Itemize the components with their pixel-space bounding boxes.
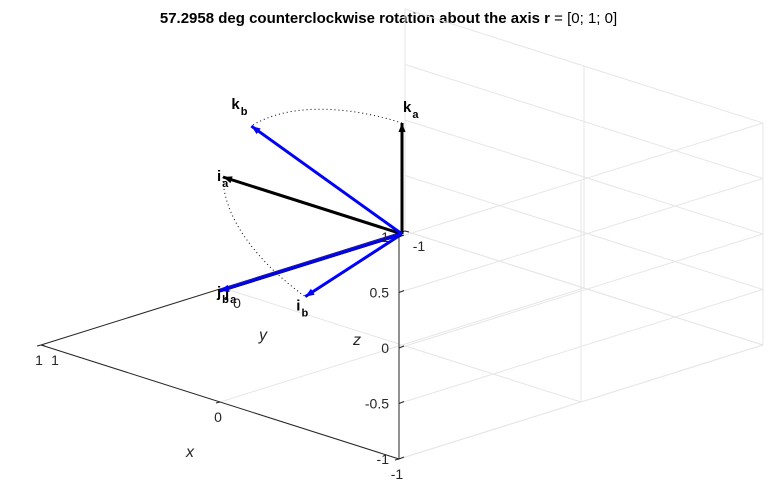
vector-i-a	[222, 175, 403, 236]
vector-k-b-head	[251, 126, 261, 135]
grid-line-wall-yz	[398, 233, 764, 349]
grid-line-wall-xz	[404, 175, 764, 290]
y-axis-title: x	[185, 444, 195, 461]
title-suffix: = [0; 1; 0]	[550, 10, 618, 27]
vector-label-subscript: b	[241, 106, 248, 118]
y-tick-label: 1	[51, 352, 59, 368]
vector-label-subscript: b	[222, 294, 229, 306]
grid-line-wall-xz	[404, 64, 764, 179]
vector-j-b	[219, 232, 403, 293]
z-tick-mark	[398, 456, 405, 460]
grid	[40, 8, 764, 460]
y-tick-mark	[404, 230, 410, 233]
title-axis-symbol: r	[544, 10, 550, 27]
grid-line-wall-yz	[398, 344, 764, 460]
x-tick-label: -1	[391, 466, 404, 482]
vector-label-subscript: a	[230, 294, 237, 306]
vector-label-subscript: b	[301, 308, 308, 320]
grid-line-floor-y	[222, 287, 582, 403]
vector-label-i-a: ia	[217, 168, 229, 190]
grid-line-wall-yz	[398, 122, 764, 238]
rotation-arc-k_a	[251, 108, 403, 127]
vector-label-k-b: kb	[231, 96, 247, 118]
z-tick-mark	[398, 401, 405, 404]
z-tick-label: 0.5	[370, 285, 390, 301]
vector-i-b-head	[305, 288, 315, 297]
y-tick-mark	[40, 344, 46, 347]
vector-i-a-head	[223, 176, 233, 184]
y-tick-label: 0	[233, 295, 241, 311]
z-tick-label: -1	[377, 451, 390, 467]
x-axis-title: y	[258, 327, 268, 344]
z-tick-mark	[398, 290, 405, 293]
y-tick-label: -1	[413, 238, 426, 254]
vector-label-subscript: a	[222, 178, 229, 190]
vector-j-b-head	[220, 285, 230, 292]
grid-line-wall-xz	[404, 119, 764, 235]
x-tick-mark	[394, 458, 400, 461]
z-tick-label: -0.5	[365, 396, 389, 412]
grid-line-wall-xz	[404, 230, 764, 346]
x-tick-mark	[36, 344, 42, 347]
z-tick-mark	[398, 345, 405, 349]
z-tick-label: 1	[381, 229, 389, 245]
grid-line-wall-yz	[398, 289, 764, 404]
vector-k-a-head	[398, 123, 406, 132]
chart-title: 57.2958 deg counterclockwise rotation ab…	[0, 10, 777, 27]
grid-line-wall-xz	[404, 8, 764, 124]
z-tick-label: 0	[381, 340, 389, 356]
tick-labels: -1 0 1 -1 0 1 -1 -0.5 0 0.5 1	[35, 229, 425, 482]
vector-label-i-b: ib	[296, 298, 308, 320]
x-tick-mark	[215, 401, 221, 404]
x-tick-label: 0	[214, 409, 222, 425]
vector-k-b	[250, 124, 403, 236]
title-prefix: 57.2958 deg counterclockwise rotation ab…	[159, 10, 545, 27]
x-tick-label: 1	[35, 352, 43, 368]
rotation-arcs	[222, 108, 403, 298]
vector-label-subscript: a	[412, 109, 419, 121]
axis-labels: x y z	[185, 327, 361, 461]
vector-i-b	[304, 232, 403, 298]
z-axis-title: z	[352, 332, 361, 349]
grid-line-wall-yz	[398, 178, 764, 293]
